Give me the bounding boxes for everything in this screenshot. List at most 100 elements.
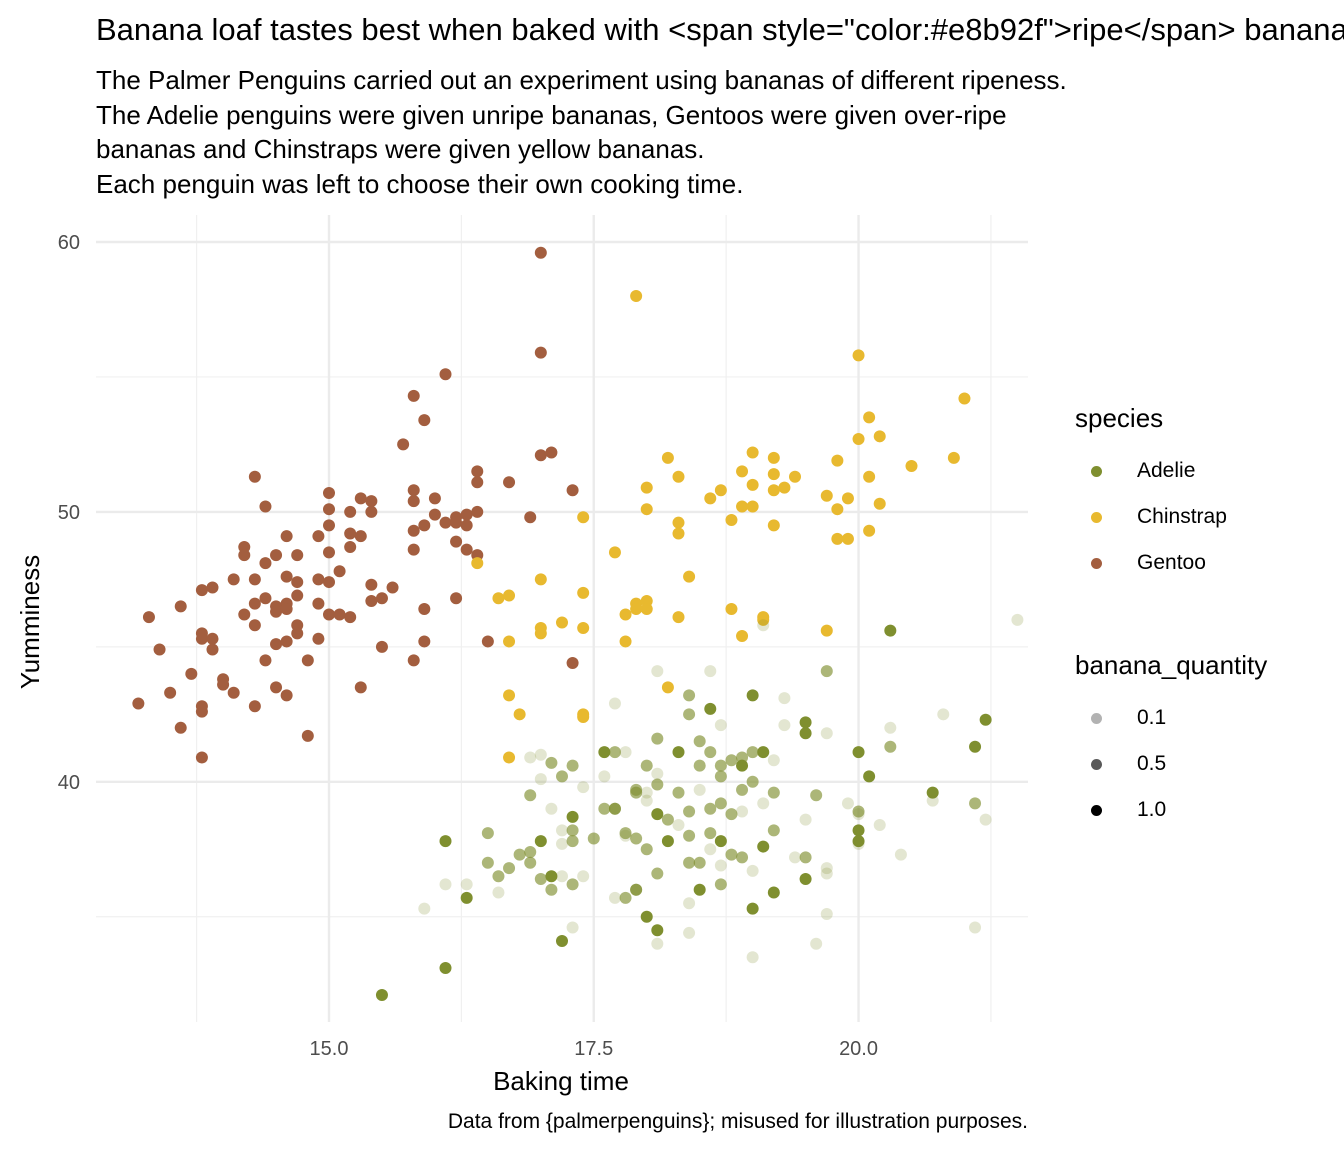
data-point-adelie bbox=[852, 824, 865, 837]
data-point-adelie bbox=[577, 781, 590, 794]
data-point-adelie bbox=[799, 813, 812, 826]
data-point-chinstrap bbox=[736, 500, 749, 513]
data-point-gentoo bbox=[248, 597, 261, 610]
data-point-chinstrap bbox=[767, 468, 780, 481]
data-point-gentoo bbox=[365, 495, 378, 508]
data-point-adelie bbox=[810, 789, 823, 802]
data-point-adelie bbox=[704, 843, 717, 856]
data-point-gentoo bbox=[439, 516, 452, 529]
data-point-gentoo bbox=[365, 594, 378, 607]
legend-swatch bbox=[1091, 712, 1102, 724]
data-point-adelie bbox=[481, 827, 494, 840]
data-point-gentoo bbox=[259, 592, 272, 605]
data-point-adelie bbox=[556, 870, 568, 883]
data-point-adelie bbox=[1011, 613, 1024, 626]
data-point-gentoo bbox=[460, 519, 473, 532]
data-point-adelie bbox=[714, 797, 727, 810]
data-point-adelie bbox=[714, 719, 727, 732]
data-point-chinstrap bbox=[672, 611, 685, 624]
data-point-gentoo bbox=[503, 476, 516, 489]
data-point-gentoo bbox=[301, 729, 314, 742]
legend-item-alpha-mid: 0.5 bbox=[1075, 741, 1267, 787]
data-point-adelie bbox=[969, 921, 982, 934]
data-point-gentoo bbox=[344, 611, 357, 624]
data-point-adelie bbox=[937, 708, 950, 721]
data-point-gentoo bbox=[174, 600, 187, 613]
data-point-gentoo bbox=[524, 511, 537, 524]
data-point-gentoo bbox=[206, 643, 219, 656]
data-point-adelie bbox=[683, 689, 696, 702]
data-point-adelie bbox=[640, 786, 653, 799]
data-point-chinstrap bbox=[619, 608, 632, 621]
data-point-gentoo bbox=[545, 446, 558, 459]
data-point-adelie bbox=[619, 746, 632, 759]
data-point-gentoo bbox=[270, 549, 283, 562]
data-point-chinstrap bbox=[672, 527, 685, 540]
legend-swatch bbox=[1091, 557, 1102, 569]
data-point-gentoo bbox=[471, 465, 484, 478]
data-point-adelie bbox=[704, 665, 717, 678]
data-point-adelie bbox=[556, 935, 568, 948]
data-point-gentoo bbox=[418, 635, 431, 648]
data-point-adelie bbox=[841, 797, 854, 810]
data-point-adelie bbox=[746, 689, 759, 702]
data-point-chinstrap bbox=[746, 500, 759, 513]
data-point-gentoo bbox=[217, 678, 230, 691]
data-point-gentoo bbox=[312, 632, 325, 645]
data-point-adelie bbox=[884, 721, 897, 734]
data-point-gentoo bbox=[375, 640, 388, 653]
data-point-gentoo bbox=[238, 608, 251, 621]
banana-quantity-legend: banana_quantity 0.1 0.5 1.0 bbox=[1075, 650, 1267, 833]
data-point-adelie bbox=[725, 808, 738, 821]
data-point-adelie bbox=[630, 783, 643, 796]
data-point-adelie bbox=[683, 897, 696, 910]
legend-swatch bbox=[1091, 465, 1102, 477]
data-point-gentoo bbox=[259, 654, 272, 667]
data-point-gentoo bbox=[174, 721, 187, 734]
data-point-adelie bbox=[566, 835, 579, 848]
data-point-chinstrap bbox=[767, 451, 780, 464]
data-point-gentoo bbox=[280, 570, 293, 583]
data-point-gentoo bbox=[566, 484, 579, 497]
data-point-adelie bbox=[545, 802, 558, 815]
data-point-adelie bbox=[704, 827, 717, 840]
data-point-adelie bbox=[799, 727, 812, 740]
data-point-chinstrap bbox=[672, 470, 685, 483]
data-point-gentoo bbox=[270, 638, 283, 651]
data-point-adelie bbox=[757, 797, 770, 810]
subtitle-line: The Adelie penguins were given unripe ba… bbox=[96, 99, 1007, 130]
data-point-adelie bbox=[725, 754, 738, 767]
data-point-chinstrap bbox=[767, 484, 780, 497]
data-point-chinstrap bbox=[608, 546, 621, 559]
x-tick-label: 17.5 bbox=[574, 1038, 613, 1060]
data-point-adelie bbox=[630, 883, 643, 896]
data-point-gentoo bbox=[323, 519, 335, 532]
data-point-chinstrap bbox=[863, 524, 876, 537]
data-point-adelie bbox=[704, 702, 717, 715]
data-point-gentoo bbox=[386, 581, 399, 594]
species-legend: species Adelie Chinstrap Gentoo bbox=[1075, 403, 1227, 586]
data-point-adelie bbox=[598, 770, 611, 783]
data-point-gentoo bbox=[471, 505, 484, 518]
legend-label: Adelie bbox=[1137, 459, 1196, 482]
data-point-chinstrap bbox=[958, 392, 971, 405]
data-point-adelie bbox=[894, 848, 907, 861]
data-point-adelie bbox=[524, 845, 537, 858]
data-point-adelie bbox=[439, 878, 452, 891]
data-point-adelie bbox=[757, 746, 770, 759]
chart-caption: Data from {palmerpenguins}; misused for … bbox=[447, 1110, 1028, 1133]
data-point-adelie bbox=[693, 856, 706, 869]
data-point-gentoo bbox=[206, 632, 219, 645]
subtitle-line: bananas and Chinstraps were given yellow… bbox=[96, 134, 705, 164]
data-point-adelie bbox=[714, 759, 727, 772]
data-point-chinstrap bbox=[947, 451, 960, 464]
data-point-chinstrap bbox=[863, 470, 876, 483]
data-point-gentoo bbox=[407, 543, 420, 556]
data-point-adelie bbox=[556, 824, 568, 837]
data-point-adelie bbox=[672, 786, 685, 799]
data-point-adelie bbox=[693, 735, 706, 748]
data-point-adelie bbox=[598, 802, 611, 815]
data-point-gentoo bbox=[397, 438, 410, 451]
legend-swatch bbox=[1091, 804, 1102, 816]
